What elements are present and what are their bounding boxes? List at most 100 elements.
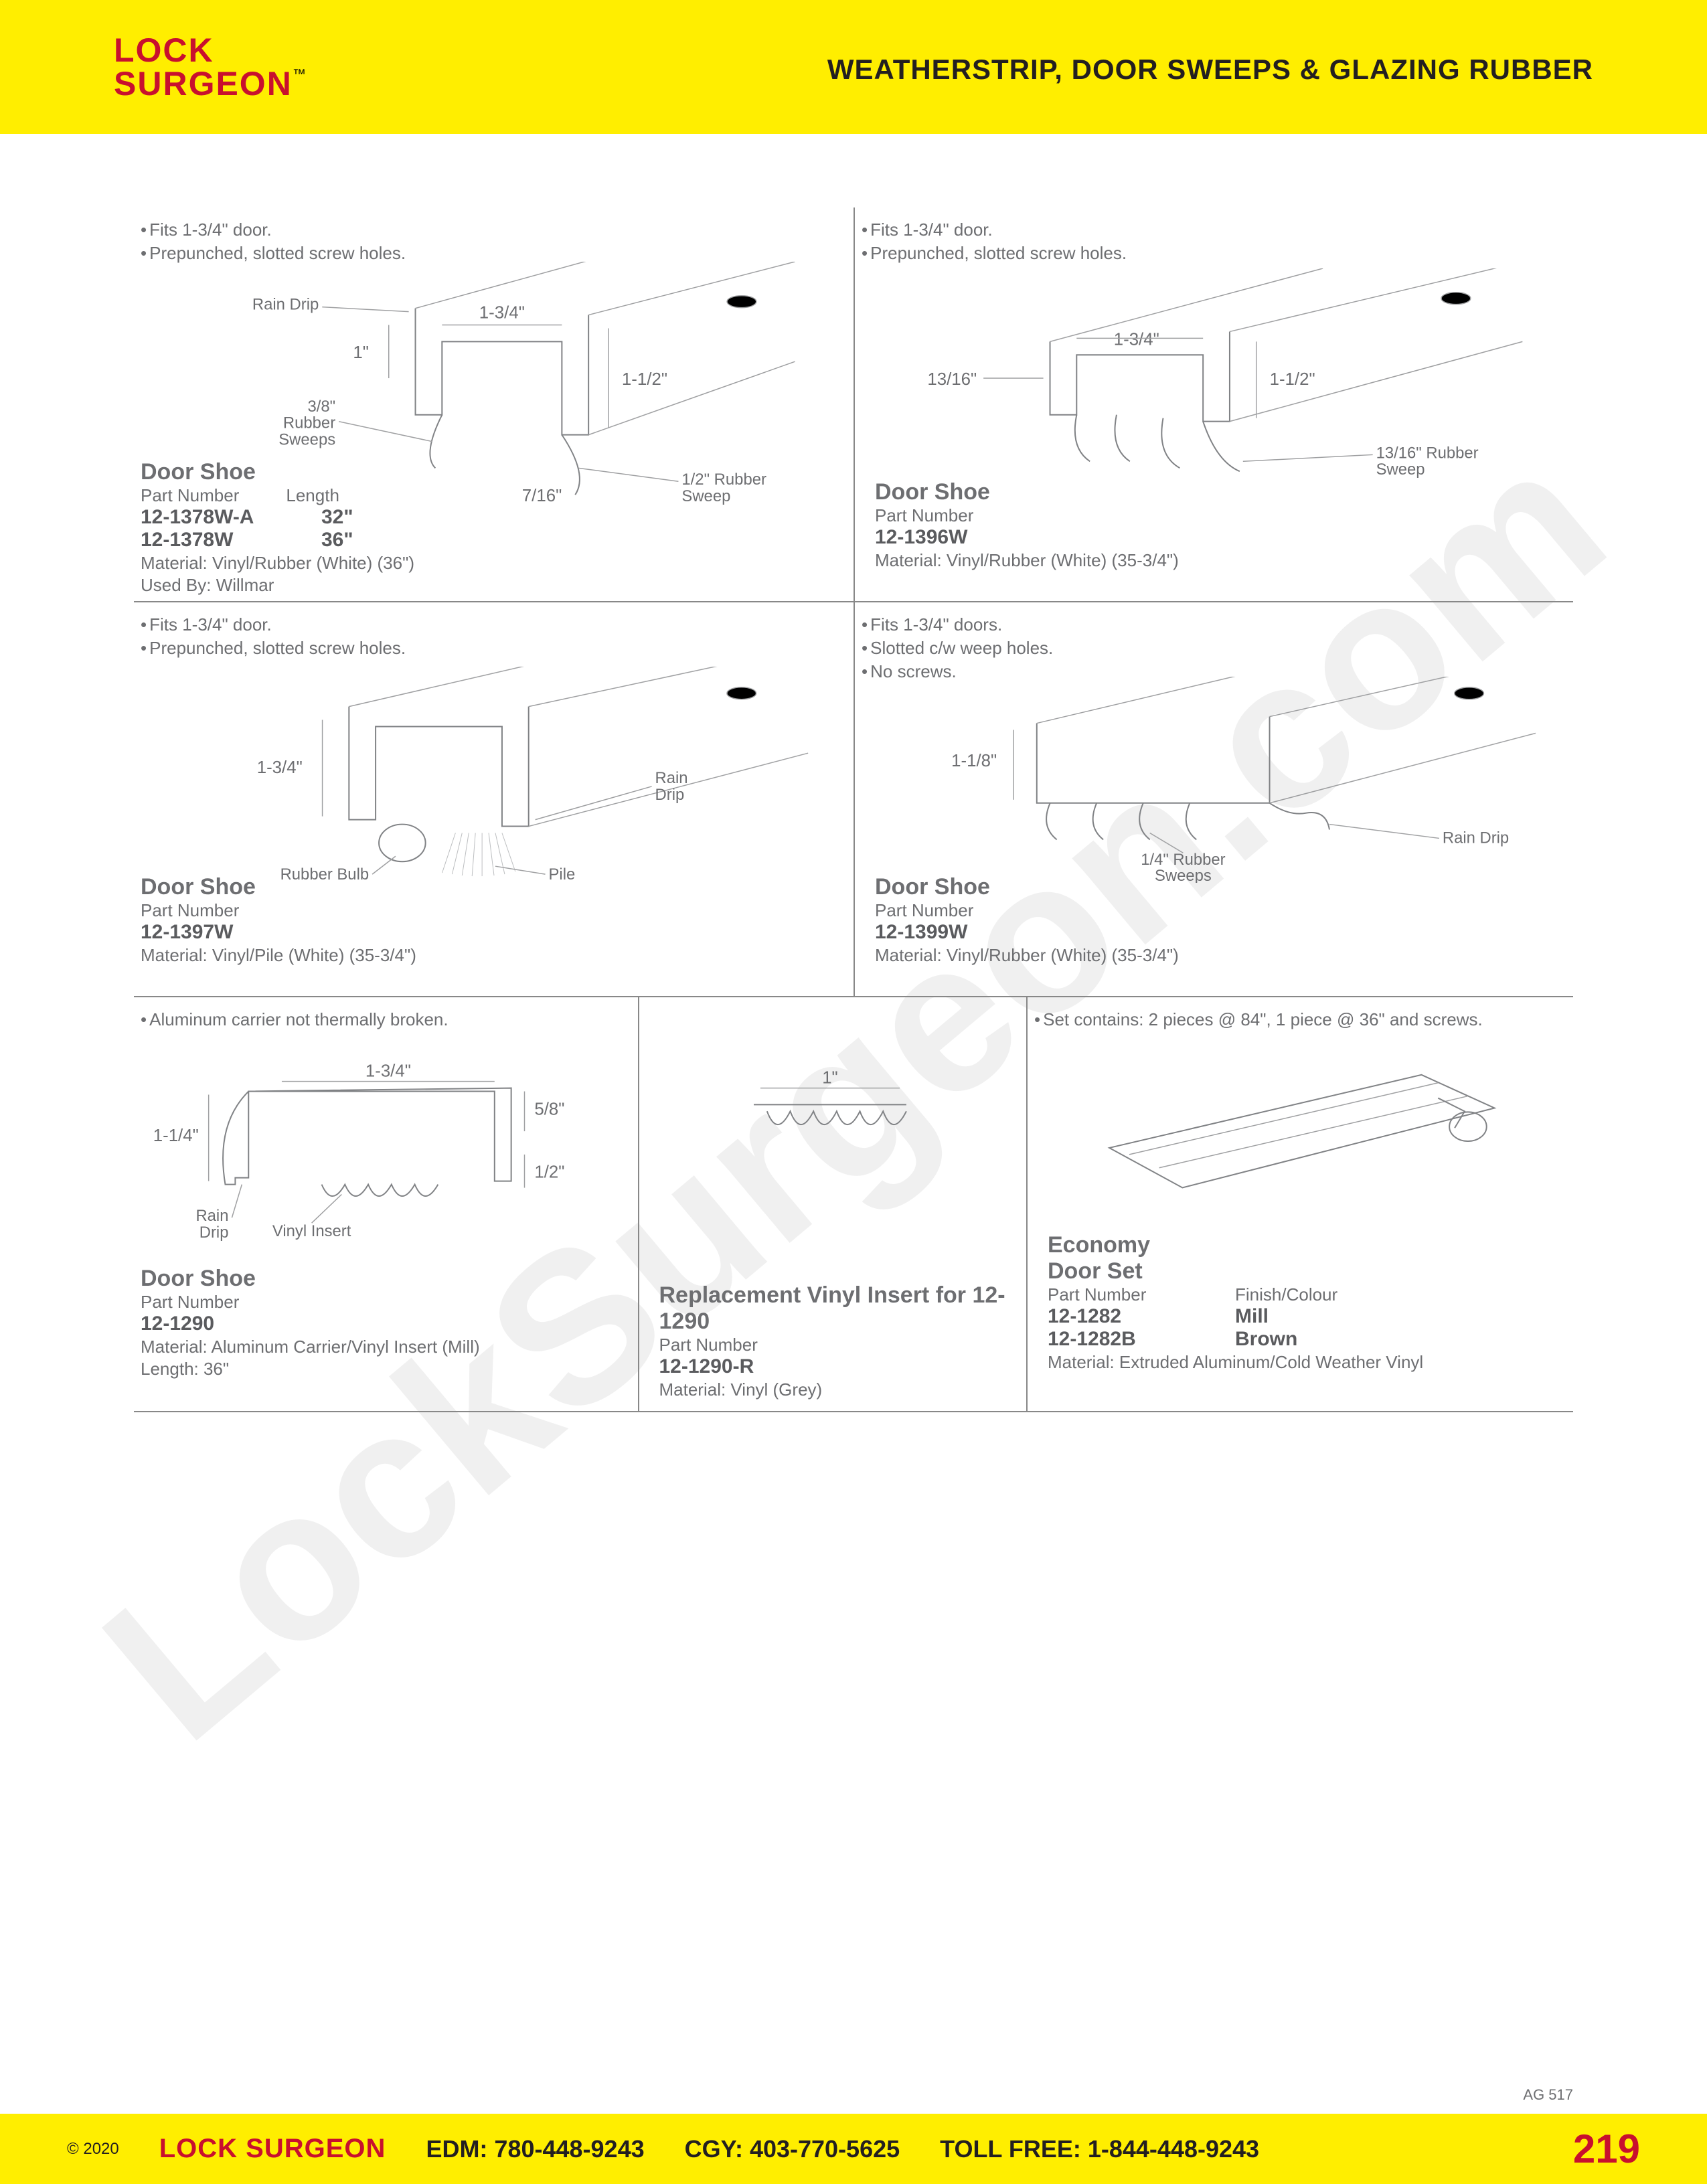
copyright: © 2020 bbox=[67, 2140, 119, 2159]
cell-r3c3: Set contains: 2 pieces @ 84", 1 piece @ … bbox=[1026, 997, 1573, 1411]
svg-text:1-3/4": 1-3/4" bbox=[365, 1062, 411, 1081]
callout-rain-drip: Rain Drip bbox=[252, 296, 319, 314]
dim-7-16: 7/16" bbox=[522, 487, 562, 505]
cell-r2c2: Fits 1-3/4" doors. Slotted c/w weep hole… bbox=[854, 602, 1573, 996]
brand-line1: LOCK bbox=[114, 33, 306, 67]
diagram-economy-door-set bbox=[1068, 1061, 1523, 1228]
col-part-number: Part Number bbox=[141, 485, 239, 506]
phone-tollfree: TOLL FREE: 1-844-448-9243 bbox=[940, 2135, 1259, 2163]
bullet: Fits 1-3/4" doors. bbox=[862, 613, 1560, 637]
dim-1-1-2: 1-1/2" bbox=[622, 370, 667, 389]
svg-text:Pile: Pile bbox=[549, 865, 576, 884]
col-part-number: Part Number bbox=[875, 505, 1179, 526]
bullet: Aluminum carrier not thermally broken. bbox=[141, 1008, 625, 1031]
bullet: Prepunched, slotted screw holes. bbox=[141, 637, 840, 660]
material: Material: Aluminum Carrier/Vinyl Insert … bbox=[141, 1337, 480, 1357]
part-number: 12-1378W-A bbox=[141, 506, 274, 529]
svg-text:Sweep: Sweep bbox=[1376, 460, 1425, 479]
header-bar: LOCK SURGEON™ WEATHERSTRIP, DOOR SWEEPS … bbox=[0, 0, 1707, 134]
svg-text:5/8": 5/8" bbox=[534, 1100, 564, 1118]
product-title: Door Shoe bbox=[141, 1266, 480, 1292]
cell-r2c1: Fits 1-3/4" door. Prepunched, slotted sc… bbox=[134, 602, 854, 996]
svg-text:1-3/4": 1-3/4" bbox=[257, 758, 303, 777]
svg-text:Sweeps: Sweeps bbox=[278, 431, 335, 449]
bullet: Fits 1-3/4" door. bbox=[141, 613, 840, 637]
svg-text:Rain: Rain bbox=[655, 769, 688, 787]
material: Material: Vinyl/Rubber (White) (35-3/4") bbox=[875, 945, 1179, 966]
cell-r1c2: Fits 1-3/4" door. Prepunched, slotted sc… bbox=[854, 207, 1573, 601]
diagram-door-shoe-1396: 13/16" 1-3/4" 1-1/2" 13/16" Rubber Sweep bbox=[895, 268, 1551, 495]
diagram-vinyl-insert-1290r: 1" bbox=[679, 1058, 974, 1205]
svg-text:13/16" Rubber: 13/16" Rubber bbox=[1376, 444, 1479, 462]
svg-text:Rubber: Rubber bbox=[283, 414, 335, 432]
cell-r3c2: 1" Replacement Vinyl Insert for 12-1290 … bbox=[638, 997, 1027, 1411]
diagram-door-shoe-1399: 1-1/8" 1/4" Rubber Sweeps Rain Drip bbox=[895, 676, 1551, 884]
part-number: 12-1290 bbox=[141, 1313, 480, 1335]
used-by: Used By: Willmar bbox=[141, 575, 414, 596]
material: Material: Extruded Aluminum/Cold Weather… bbox=[1048, 1352, 1423, 1373]
part-length: 36" bbox=[321, 529, 353, 552]
brand-logo: LOCK SURGEON™ bbox=[114, 33, 306, 100]
product-title: Door Shoe bbox=[875, 874, 1179, 900]
callout-half-rubber: 1/2" Rubber bbox=[681, 471, 766, 489]
col-part-number: Part Number bbox=[659, 1335, 1027, 1355]
product-title: Door Shoe bbox=[141, 459, 414, 485]
svg-text:Drip: Drip bbox=[199, 1224, 229, 1242]
material: Material: Vinyl/Pile (White) (35-3/4") bbox=[141, 945, 416, 966]
length: Length: 36" bbox=[141, 1359, 480, 1379]
page-number: 219 bbox=[1573, 2126, 1640, 2172]
brand-line2: SURGEON bbox=[114, 65, 293, 102]
col-part-number: Part Number bbox=[141, 900, 416, 921]
callout-rubber-sweeps: 3/8" bbox=[308, 398, 336, 416]
part-number: 12-1396W bbox=[875, 526, 1179, 549]
bullets: Fits 1-3/4" door. Prepunched, slotted sc… bbox=[141, 218, 840, 265]
diagram-door-shoe-1290: 1-3/4" 1-1/4" 5/8" 1/2" Rain Drip Vinyl … bbox=[141, 1044, 609, 1245]
finish: Brown bbox=[1235, 1328, 1297, 1351]
part-number: 12-1399W bbox=[875, 921, 1179, 944]
product-title: Replacement Vinyl Insert for 12-1290 bbox=[659, 1282, 1027, 1335]
product-title-l1: Economy bbox=[1048, 1232, 1423, 1258]
part-number: 12-1290-R bbox=[659, 1355, 1027, 1378]
svg-text:Rain Drip: Rain Drip bbox=[1443, 829, 1509, 847]
col-finish: Finish/Colour bbox=[1235, 1284, 1337, 1305]
part-number: 12-1282 bbox=[1048, 1305, 1188, 1328]
catalog-page: LOCK SURGEON™ WEATHERSTRIP, DOOR SWEEPS … bbox=[0, 0, 1707, 2184]
diagram-door-shoe-1397: 1-3/4" Rubber Bulb Pile Rain Drip bbox=[174, 666, 817, 887]
svg-text:1-1/2": 1-1/2" bbox=[1270, 370, 1315, 389]
svg-text:1": 1" bbox=[822, 1069, 837, 1088]
bullets: Fits 1-3/4" door. Prepunched, slotted sc… bbox=[862, 218, 1560, 265]
part-number: 12-1397W bbox=[141, 921, 416, 944]
part-length: 32" bbox=[321, 506, 353, 529]
ag-code: AG 517 bbox=[1523, 2086, 1573, 2104]
part-number: 12-1378W bbox=[141, 529, 274, 552]
material: Material: Vinyl/Rubber (White) (35-3/4") bbox=[875, 550, 1179, 571]
phone-cgy: CGY: 403-770-5625 bbox=[685, 2135, 900, 2163]
svg-text:1/2": 1/2" bbox=[534, 1163, 564, 1182]
svg-text:13/16": 13/16" bbox=[927, 370, 977, 389]
svg-text:Sweep: Sweep bbox=[681, 487, 730, 505]
finish: Mill bbox=[1235, 1305, 1269, 1328]
trademark: ™ bbox=[293, 67, 306, 82]
product-title: Door Shoe bbox=[141, 874, 416, 900]
part-number: 12-1282B bbox=[1048, 1328, 1188, 1351]
content-grid: Fits 1-3/4" door. Prepunched, slotted sc… bbox=[134, 207, 1573, 1997]
svg-text:1-1/8": 1-1/8" bbox=[951, 752, 997, 770]
svg-text:1-3/4": 1-3/4" bbox=[1114, 330, 1159, 349]
cell-r1c1: Fits 1-3/4" door. Prepunched, slotted sc… bbox=[134, 207, 854, 601]
col-part-number: Part Number bbox=[141, 1292, 480, 1313]
material: Material: Vinyl/Rubber (White) (36") bbox=[141, 553, 414, 574]
bullet: Fits 1-3/4" door. bbox=[862, 218, 1560, 242]
dim-1-3-4: 1-3/4" bbox=[479, 304, 525, 323]
footer-bar: © 2020 LOCK SURGEON EDM: 780-448-9243 CG… bbox=[0, 2114, 1707, 2184]
phone-edm: EDM: 780-448-9243 bbox=[426, 2135, 644, 2163]
svg-text:1-1/4": 1-1/4" bbox=[153, 1126, 199, 1145]
dim-1in: 1" bbox=[353, 343, 369, 362]
bullet: Slotted c/w weep holes. bbox=[862, 637, 1560, 660]
bullet: Prepunched, slotted screw holes. bbox=[862, 242, 1560, 265]
col-part-number: Part Number bbox=[875, 900, 1179, 921]
svg-text:Rain: Rain bbox=[195, 1207, 228, 1225]
material: Material: Vinyl (Grey) bbox=[659, 1379, 1027, 1400]
bullet: Set contains: 2 pieces @ 84", 1 piece @ … bbox=[1034, 1008, 1560, 1031]
svg-text:Drip: Drip bbox=[655, 786, 685, 804]
col-part-number: Part Number bbox=[1048, 1284, 1188, 1305]
